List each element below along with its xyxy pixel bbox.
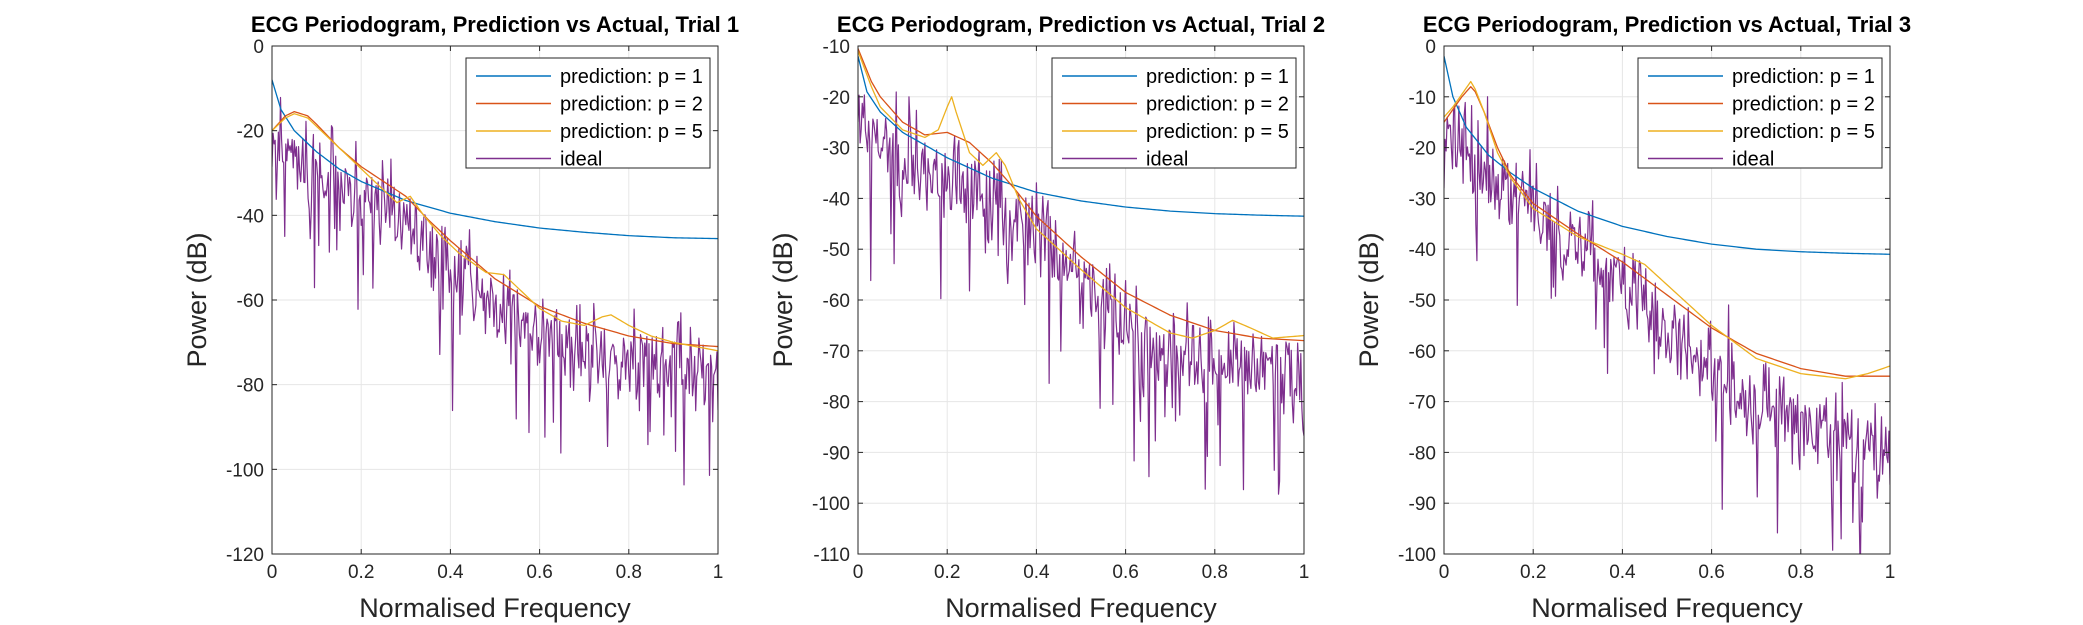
y-tick-label: -100 bbox=[1398, 545, 1436, 566]
y-tick-label: 0 bbox=[1425, 37, 1436, 58]
chart-title: ECG Periodogram, Prediction vs Actual, T… bbox=[251, 12, 739, 37]
series-line-ideal bbox=[272, 96, 718, 486]
series-line-ideal bbox=[858, 91, 1304, 495]
y-tick-label: -90 bbox=[1409, 494, 1436, 515]
legend-entry: ideal bbox=[560, 149, 602, 171]
x-tick-label: 1 bbox=[713, 562, 724, 583]
x-tick-label: 0.4 bbox=[1023, 562, 1050, 583]
legend-entry: prediction: p = 5 bbox=[560, 121, 703, 143]
legend: prediction: p = 1 prediction: p = 2 predic… bbox=[465, 57, 711, 171]
legend-entry: ideal bbox=[1732, 149, 1774, 171]
x-tick-label: 0.6 bbox=[526, 562, 552, 583]
x-tick-label: 0.4 bbox=[1609, 562, 1636, 583]
series-group bbox=[1444, 56, 1890, 554]
y-tick-label: 0 bbox=[253, 37, 264, 58]
legend-entry: prediction: p = 5 bbox=[1146, 121, 1289, 143]
y-tick-label: -80 bbox=[1409, 443, 1436, 464]
y-axis-label: Power (dB) bbox=[1354, 232, 1384, 367]
legend-entry: prediction: p = 1 bbox=[560, 66, 703, 88]
y-tick-label: -80 bbox=[237, 376, 264, 397]
y-tick-label: -80 bbox=[823, 393, 850, 414]
legend: prediction: p = 1 prediction: p = 2 predic… bbox=[1051, 57, 1297, 171]
y-tick-label: -30 bbox=[823, 139, 850, 160]
y-tick-label: -50 bbox=[1409, 291, 1436, 312]
y-tick-label: -20 bbox=[237, 122, 264, 143]
legend-entry: prediction: p = 2 bbox=[1732, 94, 1875, 116]
y-tick-label: -70 bbox=[823, 342, 850, 363]
y-axis-label: Power (dB) bbox=[768, 232, 798, 367]
y-tick-label: -110 bbox=[813, 545, 850, 566]
legend-entry: prediction: p = 1 bbox=[1732, 66, 1875, 88]
legend-entry: prediction: p = 2 bbox=[1146, 94, 1289, 116]
y-tick-label: -40 bbox=[823, 189, 850, 210]
y-tick-label: -50 bbox=[823, 240, 850, 261]
x-tick-label: 0.8 bbox=[616, 562, 642, 583]
chart-title: ECG Periodogram, Prediction vs Actual, T… bbox=[1423, 12, 1911, 37]
y-tick-label: -40 bbox=[237, 206, 264, 227]
legend-entry: prediction: p = 1 bbox=[1146, 66, 1289, 88]
y-tick-label: -100 bbox=[812, 494, 850, 515]
series-line-prediction-p-5 bbox=[1444, 80, 1890, 380]
x-tick-label: 0.2 bbox=[348, 562, 374, 583]
y-tick-label: -100 bbox=[226, 460, 264, 481]
y-tick-label: -40 bbox=[1409, 240, 1436, 261]
series-line-prediction-p-2 bbox=[1444, 85, 1890, 377]
y-tick-label: -120 bbox=[226, 545, 264, 566]
x-tick-label: 0.4 bbox=[437, 562, 464, 583]
series-line-prediction-p-1 bbox=[858, 56, 1304, 217]
series-line-prediction-p-5 bbox=[858, 50, 1304, 339]
x-tick-label: 0 bbox=[853, 562, 864, 583]
chart-title: ECG Periodogram, Prediction vs Actual, T… bbox=[837, 12, 1325, 37]
x-tick-label: 1 bbox=[1299, 562, 1310, 583]
y-tick-label: -60 bbox=[1409, 342, 1436, 363]
y-tick-label: -60 bbox=[823, 291, 850, 312]
legend-entry: prediction: p = 2 bbox=[560, 94, 703, 116]
x-tick-label: 0.8 bbox=[1202, 562, 1228, 583]
x-tick-label: 0.8 bbox=[1788, 562, 1814, 583]
x-axis-label: Normalised Frequency bbox=[359, 593, 631, 623]
y-tick-label: -10 bbox=[823, 37, 850, 58]
y-tick-label: -90 bbox=[823, 443, 850, 464]
y-tick-label: -20 bbox=[1409, 139, 1436, 160]
legend-entry: prediction: p = 5 bbox=[1732, 121, 1875, 143]
legend: prediction: p = 1 prediction: p = 2 predic… bbox=[1637, 57, 1883, 171]
y-tick-label: -60 bbox=[237, 291, 264, 312]
legend-entry: ideal bbox=[1146, 149, 1188, 171]
y-tick-label: -20 bbox=[823, 88, 850, 109]
series-line-prediction-p-1 bbox=[272, 79, 718, 240]
x-axis-label: Normalised Frequency bbox=[945, 593, 1217, 623]
y-tick-label: -30 bbox=[1409, 189, 1436, 210]
x-axis-label: Normalised Frequency bbox=[1531, 593, 1803, 623]
series-line-ideal bbox=[1444, 96, 1890, 554]
series-group bbox=[272, 79, 718, 486]
x-tick-label: 0.6 bbox=[1112, 562, 1138, 583]
x-tick-label: 0 bbox=[267, 562, 278, 583]
x-tick-label: 0.2 bbox=[934, 562, 960, 583]
y-tick-label: -10 bbox=[1409, 88, 1436, 109]
x-tick-label: 1 bbox=[1885, 562, 1896, 583]
y-tick-label: -70 bbox=[1409, 393, 1436, 414]
chart-panel-3: 0 0.2 0.4 0.6 0.8 1-100-90-80-70-60-50-40-30-… bbox=[1354, 12, 1911, 623]
x-tick-label: 0.6 bbox=[1698, 562, 1724, 583]
x-tick-label: 0.2 bbox=[1520, 562, 1546, 583]
series-group bbox=[858, 48, 1304, 495]
series-line-prediction-p-5 bbox=[272, 113, 718, 352]
chart-panel-2: 0 0.2 0.4 0.6 0.8 1 -110 -100 -90 -80 -70 -60 -50 -40… bbox=[768, 12, 1325, 623]
y-axis-label: Power (dB) bbox=[182, 232, 212, 367]
series-line-prediction-p-2 bbox=[858, 48, 1304, 342]
series-line-prediction-p-1 bbox=[1444, 56, 1890, 255]
x-tick-label: 0 bbox=[1439, 562, 1450, 583]
